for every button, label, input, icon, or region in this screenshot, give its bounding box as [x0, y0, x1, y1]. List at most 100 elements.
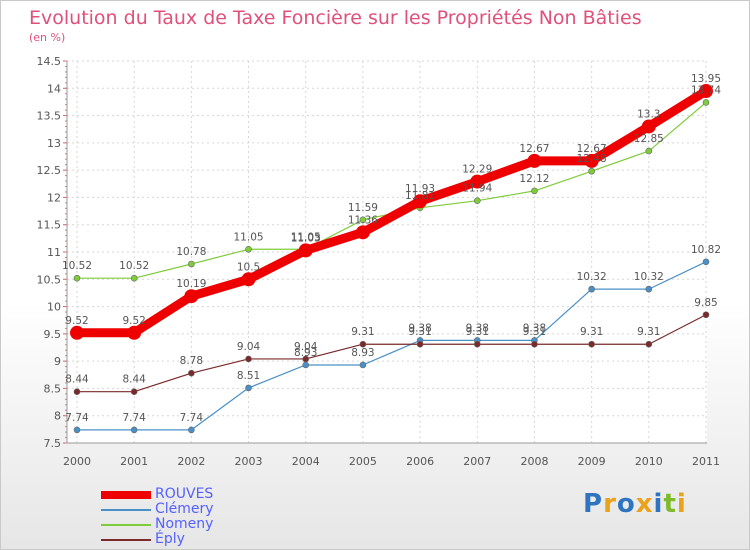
data-label-nomeny: 11.59 [348, 202, 378, 214]
series-line-eply [76, 314, 707, 393]
data-point-rouves [298, 243, 313, 258]
data-point-nomeny [188, 260, 195, 268]
x-tick-label: 2005 [349, 455, 377, 468]
data-point-eply [130, 388, 138, 396]
x-tick-label: 2002 [177, 455, 205, 468]
series-line-rouves [72, 86, 711, 338]
y-tick-label: 9.5 [44, 328, 62, 341]
legend-label-nomeny: Nomeny [155, 516, 214, 532]
legend-label-eply: Éply [155, 531, 185, 547]
brand-letter: i [653, 489, 664, 519]
data-label-nomeny: 11.05 [234, 231, 264, 243]
data-point-clemery [130, 426, 138, 434]
data-label-nomeny: 10.52 [62, 260, 92, 272]
data-label-clemery: 8.93 [351, 347, 374, 359]
legend-swatch-eply [101, 539, 151, 541]
data-point-eply [588, 340, 595, 348]
x-tick-label: 2006 [406, 455, 434, 468]
data-point-clemery [359, 361, 367, 369]
data-label-rouves: 13.3 [637, 108, 660, 120]
data-label-rouves: 10.5 [237, 261, 260, 273]
data-point-eply [473, 340, 481, 348]
data-point-clemery [702, 258, 710, 266]
x-tick-label: 2001 [120, 455, 148, 468]
x-tick-label: 2008 [520, 455, 548, 468]
data-label-clemery: 10.32 [577, 271, 607, 283]
data-label-clemery: 10.32 [634, 271, 664, 283]
data-point-nomeny [73, 274, 81, 282]
data-point-nomeny [531, 187, 538, 195]
data-label-clemery: 9.38 [523, 322, 546, 334]
data-point-nomeny [130, 274, 138, 282]
data-point-rouves [470, 174, 485, 189]
data-label-rouves: 10.19 [176, 278, 206, 290]
y-tick-label: 12 [47, 191, 61, 204]
data-label-nomeny: 10.78 [176, 246, 206, 258]
brand-letter: r [603, 489, 617, 519]
data-label-clemery: 7.74 [180, 412, 204, 424]
data-point-nomeny [245, 245, 252, 253]
brand-letter: i [676, 489, 687, 519]
data-label-clemery: 8.93 [294, 347, 317, 359]
data-point-rouves [127, 325, 142, 340]
data-label-rouves: 13.95 [691, 73, 721, 85]
y-tick-label: 13 [47, 137, 61, 150]
data-label-eply: 9.31 [580, 326, 603, 338]
data-label-eply: 9.31 [523, 326, 546, 338]
data-point-rouves [355, 225, 370, 240]
proxiti-logo: Proxiti [583, 489, 687, 519]
data-point-eply [302, 355, 310, 363]
data-point-eply [359, 340, 367, 348]
data-label-rouves: 11.36 [348, 214, 378, 226]
legend-label-rouves: ROUVES [155, 486, 214, 502]
data-label-eply: 9.04 [237, 341, 261, 353]
data-label-rouves: 11.93 [405, 183, 435, 195]
data-point-clemery [188, 426, 195, 434]
legend-swatch-rouves [101, 491, 151, 499]
data-label-eply: 9.31 [351, 326, 374, 338]
data-label-eply: 9.31 [466, 326, 489, 338]
data-point-nomeny [473, 197, 481, 205]
y-tick-label: 14 [47, 82, 61, 95]
x-tick-label: 2000 [63, 455, 91, 468]
series-line-clemery [76, 261, 707, 431]
data-point-nomeny [645, 147, 653, 155]
data-point-eply [245, 355, 252, 363]
data-label-nomeny: 12.48 [577, 153, 607, 165]
data-point-rouves [641, 119, 656, 134]
brand-letter: x [635, 489, 654, 519]
data-point-rouves [527, 153, 542, 168]
data-point-clemery [245, 384, 252, 392]
y-axis-unit: (en %) [29, 31, 66, 44]
y-tick-label: 7.5 [44, 437, 62, 450]
x-tick-label: 2004 [292, 455, 320, 468]
data-label-clemery: 9.38 [466, 322, 489, 334]
y-tick-label: 12.5 [37, 164, 62, 177]
data-point-nomeny [702, 99, 710, 106]
data-point-eply [416, 340, 424, 348]
data-point-clemery [645, 285, 653, 293]
y-tick-label: 10.5 [37, 273, 62, 286]
y-tick-label: 11 [47, 246, 61, 259]
data-point-eply [702, 311, 710, 319]
data-point-eply [73, 388, 81, 396]
data-label-rouves: 9.52 [65, 315, 88, 327]
x-tick-label: 2009 [578, 455, 606, 468]
data-label-nomeny: 12.12 [519, 173, 549, 185]
data-label-nomeny: 13.74 [691, 84, 721, 96]
data-label-eply: 8.78 [180, 355, 203, 367]
data-label-rouves: 11.03 [291, 232, 321, 244]
data-label-nomeny: 10.52 [119, 260, 149, 272]
data-label-clemery: 7.74 [122, 412, 146, 424]
x-tick-label: 2011 [692, 455, 720, 468]
data-label-eply: 9.04 [294, 341, 318, 353]
data-label-clemery: 9.38 [408, 322, 431, 334]
data-point-eply [531, 340, 538, 348]
data-label-clemery: 8.51 [237, 370, 260, 382]
legend-swatch-nomeny [101, 524, 151, 526]
data-label-eply: 8.44 [122, 374, 146, 386]
data-point-rouves [70, 325, 84, 340]
x-tick-label: 2010 [635, 455, 663, 468]
